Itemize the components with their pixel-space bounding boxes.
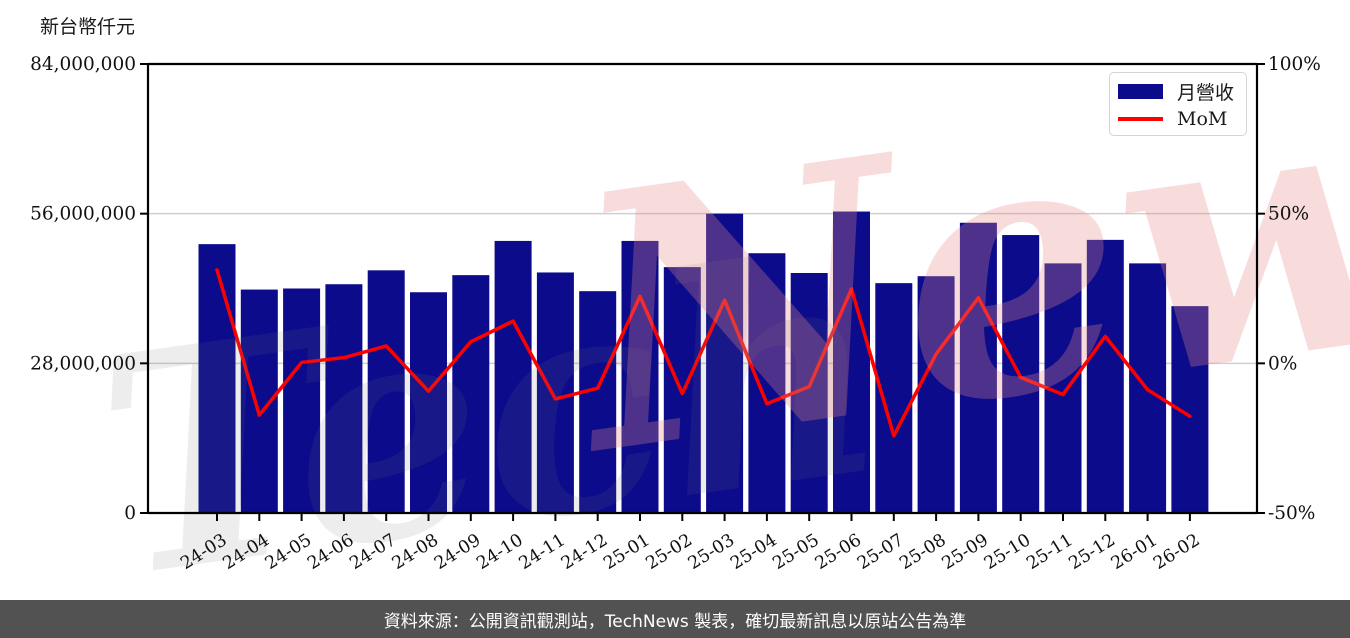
x-tick-label-25-10: 25-10 [981, 530, 1034, 574]
bar-24-09 [452, 275, 490, 513]
bar-25-01 [621, 240, 659, 514]
right-tick-label: -50% [1268, 503, 1315, 524]
x-tick-label-24-09: 24-09 [431, 530, 484, 574]
left-axis-unit-title: 新台幣仟元 [40, 16, 136, 38]
bar-25-06 [833, 211, 870, 513]
x-tick-label-25-09: 25-09 [939, 530, 992, 574]
bar-25-07 [875, 283, 913, 513]
legend-item-revenue: 月營收 [1118, 78, 1238, 105]
x-tick-label-24-05: 24-05 [262, 530, 315, 574]
bar-24-10 [494, 240, 532, 514]
bar-24-06 [325, 284, 363, 513]
bar-25-09 [959, 222, 997, 513]
x-tick-label-25-12: 25-12 [1066, 530, 1119, 574]
legend-label-revenue: 月營收 [1177, 82, 1235, 104]
x-tick-label-24-10: 24-10 [473, 530, 526, 574]
bar-24-12 [579, 291, 617, 513]
x-tick-label-24-03: 24-03 [177, 530, 230, 574]
left-tick-label: 28,000,000 [30, 353, 136, 374]
bar-24-03 [198, 244, 236, 513]
x-tick-label-25-03: 25-03 [685, 530, 738, 574]
x-tick-label-25-07: 25-07 [854, 530, 907, 574]
right-tick-label: 50% [1268, 204, 1309, 225]
source-attribution-bar: 資料來源：公開資訊觀測站，TechNews 製表，確切最新訊息以原站公告為準 [0, 600, 1350, 638]
right-tick-label: 0% [1268, 353, 1297, 374]
x-tick-label-25-11: 25-11 [1023, 530, 1076, 574]
mom-line [215, 268, 1192, 438]
bar-24-07 [367, 270, 405, 513]
x-tick-label-25-01: 25-01 [600, 530, 653, 574]
x-tick-label-26-02: 26-02 [1150, 530, 1203, 574]
legend-box: 月營收 MoM [1109, 72, 1247, 136]
source-text: 資料來源：公開資訊觀測站，TechNews 製表，確切最新訊息以原站公告為準 [383, 611, 967, 632]
bar-24-11 [536, 272, 574, 513]
x-tick-label-24-06: 24-06 [304, 530, 357, 574]
bar-25-08 [917, 276, 955, 513]
bar-25-03 [706, 213, 744, 513]
bar-24-08 [410, 292, 447, 513]
bar-25-04 [748, 253, 786, 513]
x-tick-label-25-04: 25-04 [727, 530, 780, 574]
legend-label-mom: MoM [1177, 108, 1228, 130]
revenue-bar-swatch [1118, 84, 1163, 99]
x-tick-label-25-02: 25-02 [643, 530, 696, 574]
x-tick-label-26-01: 26-01 [1108, 530, 1161, 574]
left-tick-label: 56,000,000 [30, 204, 136, 225]
bar-24-05 [283, 288, 321, 513]
x-tick-label-25-05: 25-05 [769, 530, 822, 574]
right-tick-label: 100% [1268, 54, 1321, 75]
x-tick-label-24-11: 24-11 [516, 530, 569, 574]
left-tick-label: 84,000,000 [30, 54, 136, 75]
x-tick-label-24-07: 24-07 [346, 530, 399, 574]
left-tick-label: 0 [124, 503, 136, 524]
x-tick-label-24-12: 24-12 [558, 530, 611, 574]
bar-25-12 [1086, 239, 1124, 513]
x-tick-label-25-08: 25-08 [896, 530, 949, 574]
mom-line-swatch [1118, 117, 1163, 121]
x-tick-label-24-04: 24-04 [220, 530, 273, 574]
x-tick-label-25-06: 25-06 [812, 530, 865, 574]
x-tick-label-24-08: 24-08 [389, 530, 442, 574]
legend-item-mom: MoM [1118, 108, 1238, 130]
